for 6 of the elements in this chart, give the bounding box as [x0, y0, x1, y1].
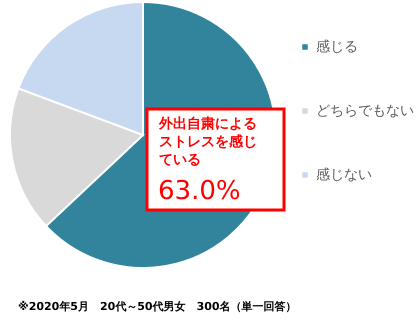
text: 外出自粛によるストレスを感じている — [158, 116, 257, 168]
legend-label: どちらでもない — [316, 103, 414, 119]
text: ※2020年5月 20代～50代男女 300名（単一回答） — [18, 300, 297, 313]
legend-label: 感じない — [316, 167, 372, 183]
data-label: 63.0% — [158, 176, 241, 206]
legend-label: 感じる — [316, 39, 358, 55]
